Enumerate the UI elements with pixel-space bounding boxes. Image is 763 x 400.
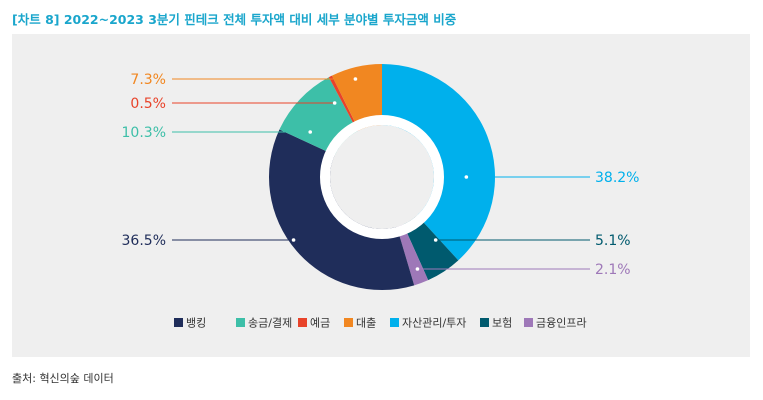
donut-chart: 38.2% 5.1% 2.1% 36.5% 10.3% 0.5% 7.3% 뱅킹 송금/결제 예금… bbox=[122, 64, 639, 330]
leader-dot-1 bbox=[433, 238, 438, 242]
legend-label-6: 금융인프라 bbox=[536, 317, 587, 330]
legend-label-0: 뱅킹 bbox=[186, 317, 206, 330]
leader-dot-2 bbox=[415, 267, 420, 271]
source-note: 출처: 혁신의숲 데이터 bbox=[12, 372, 114, 385]
legend-swatch-2 bbox=[298, 318, 307, 327]
legend-swatch-5 bbox=[480, 318, 489, 327]
leader-dot-6 bbox=[353, 77, 358, 81]
leader-dot-0 bbox=[464, 175, 469, 179]
data-label-1: 5.1% bbox=[595, 233, 631, 249]
leader-dot-5 bbox=[332, 101, 337, 105]
slice-2 bbox=[396, 224, 429, 286]
data-label-4: 10.3% bbox=[122, 125, 166, 141]
data-label-0: 38.2% bbox=[595, 170, 639, 186]
legend-swatch-3 bbox=[344, 318, 353, 327]
data-label-6: 7.3% bbox=[130, 72, 166, 88]
donut-hole-ring bbox=[320, 115, 444, 239]
legend-swatch-6 bbox=[524, 318, 533, 327]
data-label-2: 2.1% bbox=[595, 262, 631, 278]
slice-1 bbox=[403, 215, 459, 281]
chart-title: [차트 8] 2022~2023 3분기 핀테크 전체 투자액 대비 세부 분야… bbox=[12, 12, 457, 27]
slice-3 bbox=[269, 129, 415, 291]
leader-dot-4 bbox=[308, 130, 313, 134]
legend-swatch-1 bbox=[236, 318, 245, 327]
slice-6 bbox=[331, 64, 382, 131]
legend-label-2: 예금 bbox=[310, 317, 330, 330]
chart-panel: 38.2% 5.1% 2.1% 36.5% 10.3% 0.5% 7.3% 뱅킹 송금/결제 예금… bbox=[12, 34, 750, 357]
legend-swatch-4 bbox=[390, 318, 399, 327]
legend-label-4: 자산관리/투자 bbox=[402, 317, 466, 330]
legend-swatch-0 bbox=[174, 318, 183, 327]
leader-dot-3 bbox=[291, 238, 296, 242]
legend-label-5: 보험 bbox=[492, 317, 512, 330]
data-label-3: 36.5% bbox=[122, 233, 166, 249]
data-label-5: 0.5% bbox=[130, 96, 166, 112]
legend-label-1: 송금/결제 bbox=[248, 317, 292, 330]
slice-5 bbox=[328, 75, 359, 132]
legend-label-3: 대출 bbox=[356, 317, 376, 330]
